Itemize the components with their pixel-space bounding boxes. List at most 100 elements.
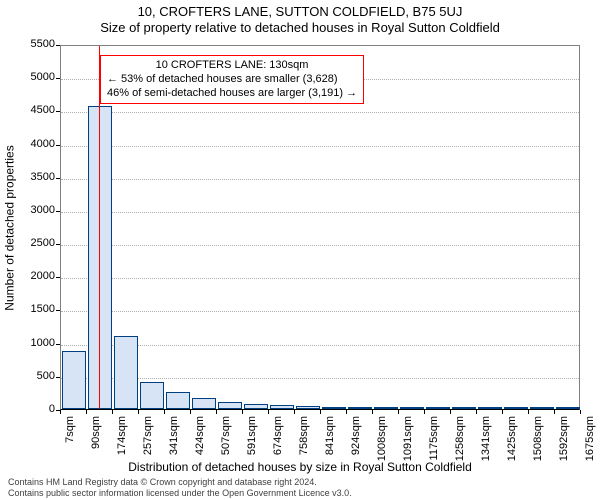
y-tick-label: 4500 [15,104,55,116]
x-tick-label: 924sqm [350,416,362,466]
annotation-line: 10 CROFTERS LANE: 130sqm [107,59,357,73]
histogram-bar [62,351,87,409]
x-tick-mark [580,410,581,414]
gridline [61,212,579,213]
y-tick-label: 4000 [15,138,55,150]
x-tick-mark [60,410,61,414]
x-tick-label: 341sqm [168,416,180,466]
footer-line2: Contains public sector information licen… [8,488,352,498]
gridline [61,278,579,279]
y-axis-label-container: Number of detached properties [2,45,18,410]
histogram-bar [504,407,529,409]
x-tick-mark [242,410,243,414]
y-tick-mark [56,145,60,146]
histogram-bar [140,382,165,409]
y-tick-mark [56,377,60,378]
x-tick-label: 674sqm [272,416,284,466]
annotation-box: 10 CROFTERS LANE: 130sqm← 53% of detache… [100,55,364,104]
x-tick-label: 257sqm [142,416,154,466]
histogram-bar [478,407,503,409]
y-tick-label: 5000 [15,71,55,83]
gridline [61,112,579,113]
x-tick-label: 1508sqm [532,416,544,466]
x-tick-label: 424sqm [194,416,206,466]
histogram-bar [400,407,425,409]
x-tick-label: 1341sqm [480,416,492,466]
footer-text: Contains HM Land Registry data © Crown c… [8,477,352,498]
histogram-bar [348,407,373,409]
y-tick-mark [56,178,60,179]
y-tick-mark [56,310,60,311]
chart-title-line2: Size of property relative to detached ho… [0,20,600,35]
histogram-bar [530,407,555,409]
gridline [61,179,579,180]
histogram-bar [244,404,269,409]
y-tick-label: 3000 [15,204,55,216]
x-tick-label: 1175sqm [428,416,440,466]
x-tick-mark [502,410,503,414]
annotation-line: ← 53% of detached houses are smaller (3,… [107,73,357,87]
x-tick-label: 90sqm [90,416,102,466]
x-tick-label: 1592sqm [558,416,570,466]
x-tick-mark [476,410,477,414]
gridline [61,345,579,346]
gridline [61,311,579,312]
x-tick-label: 591sqm [246,416,258,466]
x-tick-mark [294,410,295,414]
chart-title-line1: 10, CROFTERS LANE, SUTTON COLDFIELD, B75… [0,4,600,19]
x-tick-label: 174sqm [116,416,128,466]
y-tick-label: 2000 [15,270,55,282]
x-tick-mark [164,410,165,414]
histogram-bar [426,407,451,409]
x-tick-mark [86,410,87,414]
histogram-bar [218,402,243,409]
y-tick-label: 5500 [15,38,55,50]
y-tick-mark [56,244,60,245]
x-tick-label: 1008sqm [376,416,388,466]
x-tick-mark [138,410,139,414]
x-tick-mark [424,410,425,414]
x-tick-label: 507sqm [220,416,232,466]
x-tick-mark [190,410,191,414]
x-tick-mark [112,410,113,414]
y-tick-label: 500 [15,370,55,382]
histogram-bar [374,407,399,409]
y-tick-label: 2500 [15,237,55,249]
histogram-bar [270,405,295,409]
annotation-line: 46% of semi-detached houses are larger (… [107,87,357,101]
gridline [61,146,579,147]
x-tick-mark [398,410,399,414]
x-tick-mark [216,410,217,414]
y-axis-label: Number of detached properties [3,145,17,310]
histogram-bar [322,407,347,409]
y-tick-mark [56,211,60,212]
y-tick-mark [56,111,60,112]
x-tick-mark [528,410,529,414]
y-tick-label: 0 [15,403,55,415]
x-tick-mark [268,410,269,414]
x-tick-label: 1425sqm [506,416,518,466]
histogram-bar [114,336,139,409]
footer-line1: Contains HM Land Registry data © Crown c… [8,477,352,487]
gridline [61,245,579,246]
histogram-bar [192,398,217,409]
histogram-bar [296,406,321,409]
y-tick-label: 1000 [15,337,55,349]
y-tick-mark [56,45,60,46]
x-tick-label: 7sqm [64,416,76,466]
x-tick-label: 1091sqm [402,416,414,466]
y-tick-label: 3500 [15,171,55,183]
x-tick-mark [554,410,555,414]
gridline [61,378,579,379]
x-tick-mark [320,410,321,414]
x-tick-label: 1675sqm [584,416,596,466]
x-tick-mark [372,410,373,414]
x-tick-mark [346,410,347,414]
x-tick-label: 758sqm [298,416,310,466]
histogram-bar [452,407,477,409]
x-tick-label: 1258sqm [454,416,466,466]
y-tick-mark [56,344,60,345]
y-tick-mark [56,277,60,278]
y-tick-mark [56,78,60,79]
histogram-bar [166,392,191,409]
